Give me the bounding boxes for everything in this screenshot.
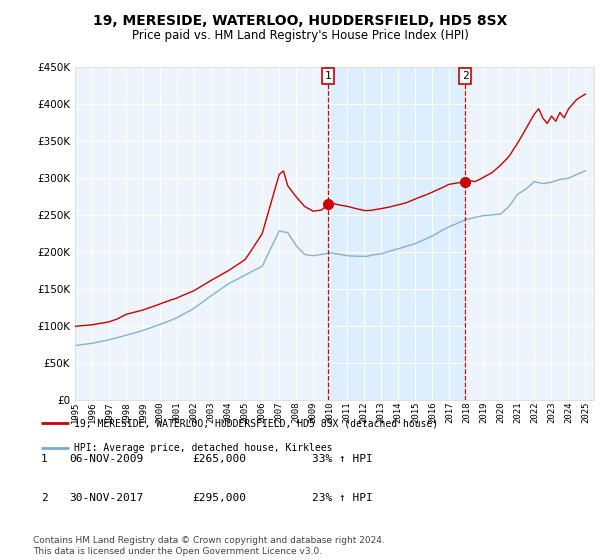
Text: 30-NOV-2017: 30-NOV-2017 — [69, 493, 143, 503]
Text: 2: 2 — [41, 493, 48, 503]
Text: 19, MERESIDE, WATERLOO, HUDDERSFIELD, HD5 8SX (detached house): 19, MERESIDE, WATERLOO, HUDDERSFIELD, HD… — [74, 418, 439, 428]
Text: £295,000: £295,000 — [192, 493, 246, 503]
Text: 19, MERESIDE, WATERLOO, HUDDERSFIELD, HD5 8SX: 19, MERESIDE, WATERLOO, HUDDERSFIELD, HD… — [93, 14, 507, 28]
Text: 2: 2 — [461, 71, 469, 81]
Text: 1: 1 — [325, 71, 331, 81]
Text: £265,000: £265,000 — [192, 454, 246, 464]
Text: 06-NOV-2009: 06-NOV-2009 — [69, 454, 143, 464]
Text: Contains HM Land Registry data © Crown copyright and database right 2024.
This d: Contains HM Land Registry data © Crown c… — [33, 536, 385, 556]
Text: 33% ↑ HPI: 33% ↑ HPI — [312, 454, 373, 464]
Bar — [328, 67, 465, 400]
Text: HPI: Average price, detached house, Kirklees: HPI: Average price, detached house, Kirk… — [74, 442, 333, 452]
Text: Price paid vs. HM Land Registry's House Price Index (HPI): Price paid vs. HM Land Registry's House … — [131, 29, 469, 42]
Text: 23% ↑ HPI: 23% ↑ HPI — [312, 493, 373, 503]
Text: 1: 1 — [41, 454, 48, 464]
